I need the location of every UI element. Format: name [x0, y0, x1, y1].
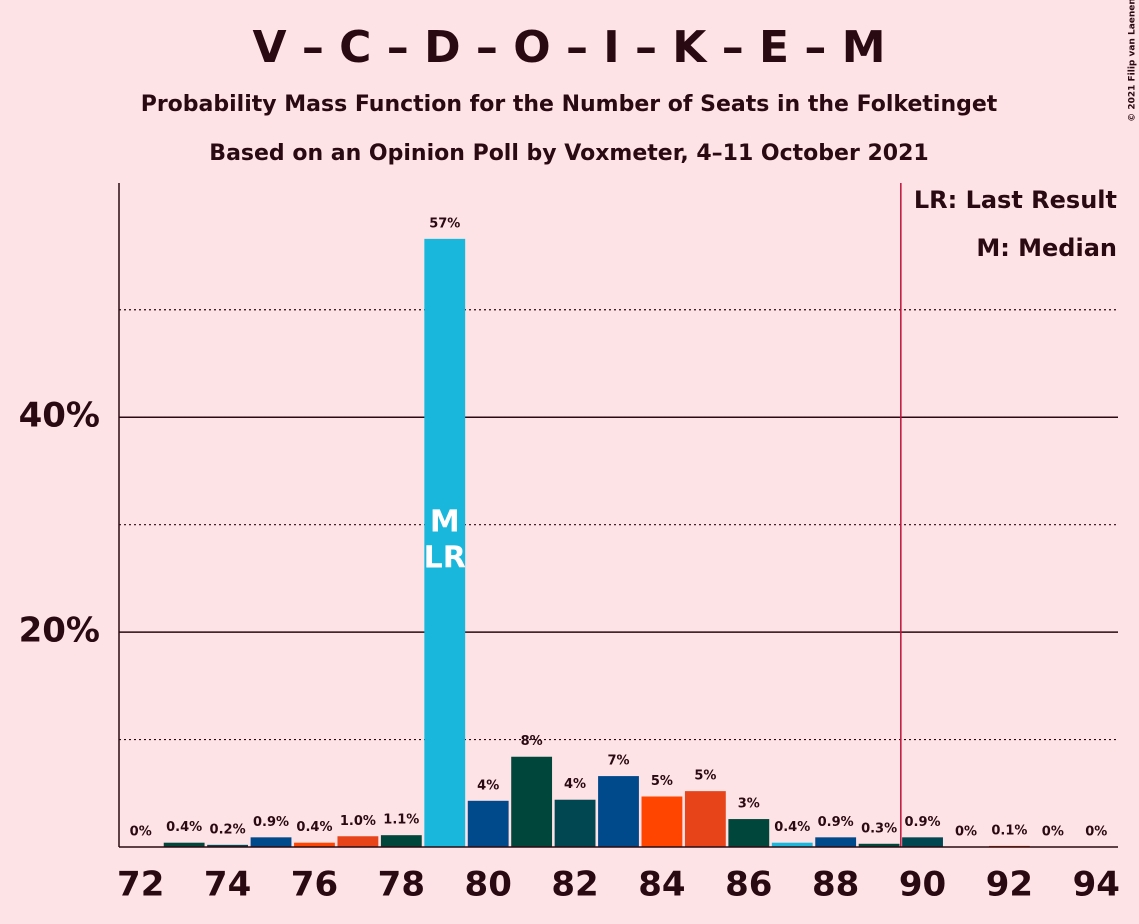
value-label: 1.0%	[340, 814, 376, 829]
value-label: 0%	[1042, 825, 1064, 840]
value-label: 7%	[607, 754, 629, 769]
value-label: 0.3%	[861, 821, 897, 836]
value-label: 3%	[738, 797, 760, 812]
value-label: 1.1%	[383, 813, 419, 828]
bar	[380, 835, 422, 847]
value-label: 0.4%	[166, 820, 202, 835]
x-tick-label: 72	[117, 865, 164, 905]
bar	[467, 800, 509, 847]
legend-entry: LR: Last Result	[914, 186, 1117, 214]
bar	[815, 837, 857, 847]
x-tick-label: 90	[899, 865, 946, 905]
x-tick-label: 82	[551, 865, 598, 905]
value-label: 0.1%	[991, 823, 1027, 838]
subtitle: Probability Mass Function for the Number…	[141, 92, 998, 117]
value-label: 0.2%	[210, 822, 246, 837]
bar	[250, 837, 292, 847]
median-marker: M	[430, 504, 460, 539]
bar	[728, 819, 770, 847]
y-tick-label: 40%	[19, 396, 100, 436]
value-label: 0%	[955, 825, 977, 840]
value-label: 0%	[130, 825, 152, 840]
x-tick-label: 94	[1073, 865, 1120, 905]
x-tick-label: 80	[465, 865, 512, 905]
bar	[641, 796, 683, 847]
value-label: 4%	[477, 778, 499, 793]
bar	[163, 842, 205, 847]
value-label: 0.4%	[774, 820, 810, 835]
value-label: 0.9%	[905, 815, 941, 830]
value-label: 0.4%	[296, 820, 332, 835]
value-label: 5%	[651, 774, 673, 789]
value-label: 0.9%	[818, 815, 854, 830]
y-tick-label: 20%	[19, 611, 100, 651]
copyright: © 2021 Filip van Laenen	[1128, 0, 1138, 122]
x-tick-label: 74	[204, 865, 251, 905]
x-tick-label: 76	[291, 865, 338, 905]
legend-entry: M: Median	[976, 234, 1117, 262]
bar	[294, 842, 335, 847]
value-label: 57%	[429, 216, 460, 231]
bar	[684, 791, 726, 847]
bar	[598, 776, 639, 847]
value-label: 0.9%	[253, 815, 289, 830]
value-label: 8%	[521, 734, 543, 749]
bar	[424, 238, 466, 847]
x-tick-label: 86	[725, 865, 772, 905]
bar	[554, 799, 596, 847]
bar	[771, 842, 813, 847]
x-tick-label: 88	[812, 865, 859, 905]
last-result-marker: LR	[424, 540, 466, 575]
x-tick-label: 78	[378, 865, 425, 905]
value-label: 0%	[1085, 825, 1107, 840]
value-label: 5%	[694, 769, 716, 784]
x-tick-label: 92	[986, 865, 1033, 905]
x-tick-label: 84	[638, 865, 685, 905]
bar	[511, 756, 553, 847]
bar	[207, 844, 249, 847]
bar	[858, 843, 900, 847]
bar	[902, 837, 943, 847]
value-label: 4%	[564, 777, 586, 792]
chart-title: V – C – D – O – I – K – E – M	[252, 22, 885, 73]
bar	[337, 836, 379, 847]
subtitle: Based on an Opinion Poll by Voxmeter, 4–…	[209, 141, 928, 166]
